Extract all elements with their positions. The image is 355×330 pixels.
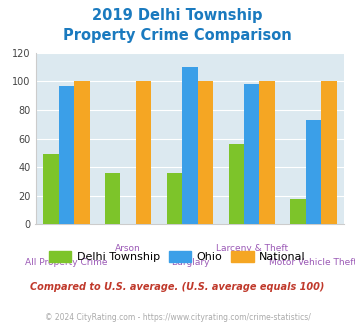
Text: Larceny & Theft: Larceny & Theft [215, 244, 288, 253]
Bar [229, 144, 244, 224]
Text: Motor Vehicle Theft: Motor Vehicle Theft [269, 258, 355, 267]
Text: All Property Crime: All Property Crime [25, 258, 108, 267]
Bar [43, 154, 59, 224]
Bar [182, 67, 198, 224]
Text: 2019 Delhi Township: 2019 Delhi Township [92, 8, 263, 23]
Bar [167, 173, 182, 224]
Text: Burglary: Burglary [171, 258, 209, 267]
Text: Compared to U.S. average. (U.S. average equals 100): Compared to U.S. average. (U.S. average … [30, 282, 325, 292]
Bar [59, 86, 74, 224]
Bar [136, 82, 151, 224]
Bar [290, 199, 306, 224]
Text: Arson: Arson [115, 244, 141, 253]
Bar [306, 120, 321, 224]
Text: © 2024 CityRating.com - https://www.cityrating.com/crime-statistics/: © 2024 CityRating.com - https://www.city… [45, 314, 310, 322]
Bar [74, 82, 89, 224]
Bar [198, 82, 213, 224]
Bar [260, 82, 275, 224]
Legend: Delhi Township, Ohio, National: Delhi Township, Ohio, National [45, 247, 310, 267]
Text: Property Crime Comparison: Property Crime Comparison [63, 28, 292, 43]
Bar [244, 84, 260, 224]
Bar [105, 173, 120, 224]
Bar [321, 82, 337, 224]
